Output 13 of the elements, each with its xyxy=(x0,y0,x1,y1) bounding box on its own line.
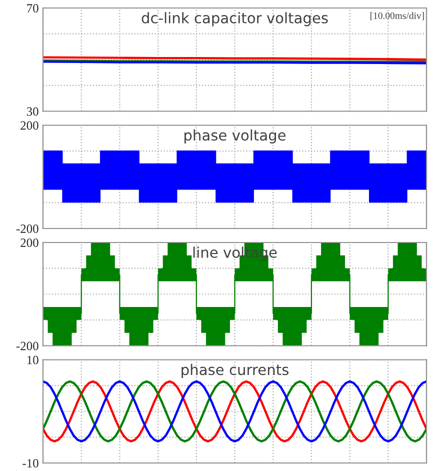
y-tick-label: -200 xyxy=(16,342,38,350)
annotation: [10.00ms/div] xyxy=(370,12,424,20)
y-tick-label: -200 xyxy=(16,224,38,233)
y-tick-label: 10 xyxy=(27,356,38,364)
line-series xyxy=(43,380,427,442)
chart-title: phase currents xyxy=(182,364,288,378)
y-tick-label: 200 xyxy=(20,238,38,247)
chart-title: phase voltage xyxy=(184,129,286,144)
y-tick-label: 200 xyxy=(20,121,38,130)
y-tick-label: 30 xyxy=(26,107,38,116)
chart-title: dc-link capacitor voltages xyxy=(142,12,328,26)
y-tick-label: -10 xyxy=(22,459,38,468)
y-tick-label: 70 xyxy=(27,4,38,12)
